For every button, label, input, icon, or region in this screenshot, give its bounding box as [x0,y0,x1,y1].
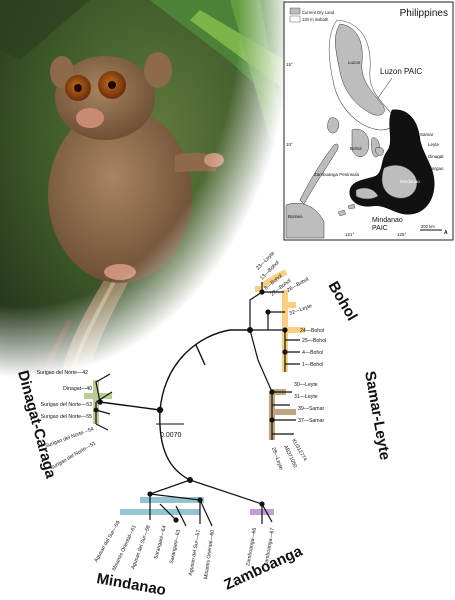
place-bohol: Bohol [350,146,362,151]
tip-label: 26—Bohol [286,276,310,293]
tip-label: Zamboanga—66 [245,527,258,566]
lon-tick-125: 125° [397,232,407,237]
place-mindanao: Mindanao [400,179,420,184]
tip-label: 24—Bohol [300,328,324,334]
tip-label: 1—Bohol [302,362,323,368]
tip-label: 30—Leyte [294,382,318,388]
lat-tick-10: 10° [286,142,293,147]
tip-label: Agusan del Sur—57 [188,529,202,576]
clade-label-samar-leyte: Samar-Leyte [361,370,393,462]
tree-scale-bar: 0.0070 [160,432,182,439]
map-title: Philippines [400,8,448,19]
tip-label: Surigao del Norte—53 [41,402,92,408]
tip-label: Misamis Oriental—60 [203,529,216,579]
place-zamboanga-peninsula: Zamboanga Peninsula [314,172,360,177]
place-luzon-paic: Luzon PAIC [380,67,422,76]
tip-label: 28—Leyte [270,447,284,471]
tip-label: Sarangani—64 [153,525,168,560]
place-mindanao-paic: Mindanao PAIC [372,217,403,232]
samar-leyte-clade-highlight [269,389,296,440]
tarsier-photo [0,0,285,380]
lon-tick-121: 121° [345,232,355,237]
philippines-map: Philippines Current Dry Land 120 m isoba… [283,1,454,241]
clade-label-dinagat-caraga: Dinagat-Caraga [14,369,59,481]
place-samar: Samar [420,132,434,137]
tip-label: Surigao del Norte—42 [37,370,88,376]
tip-label: 31—Leyte [294,394,318,400]
place-siargao: Siargao [428,166,444,171]
tip-label: 39—Samar [298,406,325,412]
mindanao-clade-highlight [120,497,204,515]
scale-label: 200 km [421,224,435,229]
legend-dry-land: Current Dry Land [302,10,335,15]
tip-label: 4—Bohol [302,350,323,356]
clade-label-mindanao: Mindanao [95,570,167,599]
tip-label: 37—Samar [298,418,325,424]
legend-isobath: 120 m isobath [302,17,329,22]
tip-label: Sarangani—63 [169,529,182,564]
place-luzon: Luzon [348,60,361,65]
north-arrow: A [444,230,448,236]
tip-label: Dinagat—40 [63,386,92,392]
lat-tick-15: 15° [286,62,293,67]
place-leyte: Leyte [428,142,440,147]
tip-label: 25—Bohol [302,338,326,344]
clade-label-bohol: Bohol [325,279,361,324]
place-borneo: Borneo [288,214,303,219]
tip-label: Surigao del Norte—55 [41,414,92,420]
clade-label-zamboanga: Zamboanga [222,542,306,593]
place-dinagat: Dinagat [428,154,444,159]
